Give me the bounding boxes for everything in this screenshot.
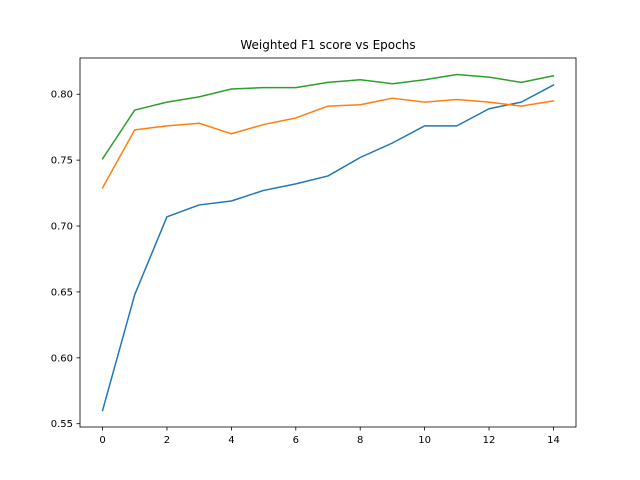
plot-frame: [79, 57, 577, 428]
x-tick-label: 10: [418, 435, 431, 446]
series-line-2: [101, 97, 555, 189]
chart-title: Weighted F1 score vs Epochs: [240, 38, 415, 52]
series-layer: [101, 73, 555, 412]
x-tick-label: 12: [483, 435, 496, 446]
y-tick-label: 0.80: [51, 90, 73, 101]
y-tick-label: 0.55: [51, 419, 73, 430]
x-tick-label: 2: [164, 435, 170, 446]
x-tick-label: 6: [293, 435, 299, 446]
y-tick-label: 0.65: [51, 287, 73, 298]
x-tick-label: 4: [228, 435, 234, 446]
series-line-1: [101, 84, 555, 412]
x-tick-label: 14: [547, 435, 560, 446]
axes-layer: 0 2 4 6 8 10 12 14 0.55 0.60 0.65 0.70 0.75 0.80: [51, 57, 577, 446]
x-tick-label: 8: [357, 435, 363, 446]
series-line-3: [101, 73, 555, 160]
y-tick-label: 0.75: [51, 156, 73, 167]
x-tick-label: 0: [99, 435, 105, 446]
y-tick-label: 0.60: [51, 353, 73, 364]
y-tick-label: 0.70: [51, 222, 73, 233]
